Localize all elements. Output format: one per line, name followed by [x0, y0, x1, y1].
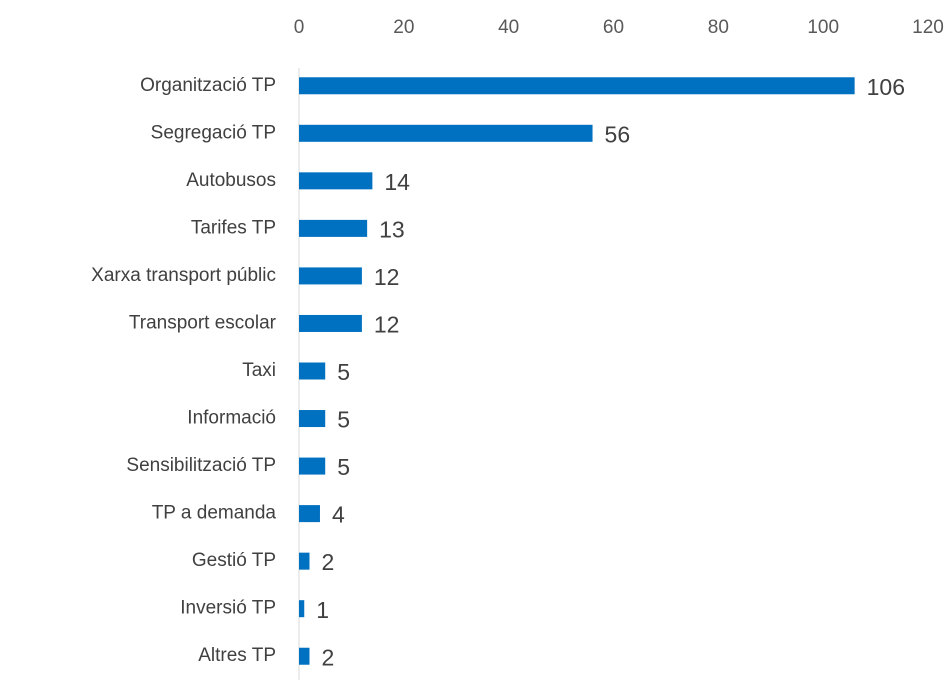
data-label: 2	[321, 549, 334, 575]
x-tick-label: 80	[708, 17, 729, 38]
bar	[299, 552, 310, 570]
y-tick-label: Tarifes TP	[191, 217, 276, 238]
bar	[299, 600, 305, 618]
y-tick-label: Organització TP	[140, 75, 276, 96]
data-label: 2	[321, 644, 334, 670]
data-label: 5	[337, 407, 350, 433]
data-label: 5	[337, 359, 350, 385]
bar	[299, 457, 326, 475]
data-label: 12	[374, 312, 400, 338]
data-label: 12	[374, 264, 400, 290]
x-tick-label: 20	[393, 17, 414, 38]
bar	[299, 124, 593, 142]
data-label: 14	[384, 169, 410, 195]
y-tick-label: Segregació TP	[151, 122, 276, 143]
data-label: 1	[316, 597, 329, 623]
y-tick-label: Altres TP	[198, 645, 276, 666]
data-label: 4	[332, 502, 345, 528]
y-tick-label: Taxi	[242, 360, 276, 381]
y-tick-label: Gestió TP	[192, 550, 276, 571]
x-tick-label: 100	[807, 17, 839, 38]
bar	[299, 77, 855, 95]
bar	[299, 410, 326, 428]
y-tick-label: Transport escolar	[129, 312, 277, 333]
y-tick-label: Xarxa transport públic	[91, 265, 276, 286]
y-tick-label: Autobusos	[186, 170, 276, 191]
x-tick-label: 40	[498, 17, 519, 38]
y-tick-label: TP a demanda	[152, 503, 277, 524]
data-label: 5	[337, 454, 350, 480]
data-label: 13	[379, 216, 405, 242]
x-tick-label: 60	[603, 17, 624, 38]
y-tick-label: Sensibilització TP	[126, 455, 276, 476]
bar	[299, 172, 373, 190]
bar	[299, 314, 362, 332]
y-tick-label: Inversió TP	[180, 598, 276, 619]
bar	[299, 647, 310, 665]
bar	[299, 267, 362, 285]
bar	[299, 219, 368, 237]
bar	[299, 362, 326, 380]
data-label: 56	[605, 121, 631, 147]
x-tick-label: 0	[294, 17, 305, 38]
bar	[299, 505, 320, 523]
x-tick-label: 120	[912, 17, 944, 38]
data-label: 106	[867, 74, 905, 100]
y-tick-label: Informació	[187, 408, 276, 429]
